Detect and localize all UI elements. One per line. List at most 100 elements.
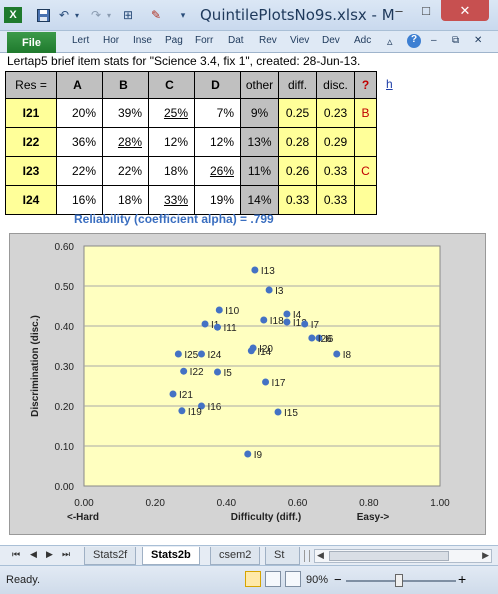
tab-formulas[interactable]: Forr (195, 35, 214, 46)
workbook-close-icon[interactable]: ✕ (474, 35, 483, 46)
option-a-cell[interactable]: 16% (56, 185, 103, 215)
disc-cell[interactable]: 0.33 (316, 156, 355, 186)
sheet-tab-stats2b[interactable]: Stats2b (142, 547, 200, 565)
undo-dropdown-icon[interactable]: ▾ (74, 10, 79, 20)
col-res[interactable]: Res = (5, 71, 57, 99)
brush-icon[interactable]: ✎ (150, 8, 162, 22)
item-cell[interactable]: I24 (5, 185, 57, 215)
zoom-out-icon[interactable]: − (334, 572, 342, 587)
option-c-cell[interactable]: 12% (148, 127, 195, 157)
option-a-cell[interactable]: 22% (56, 156, 103, 186)
tab-view[interactable]: Viev (290, 35, 310, 46)
col-diff[interactable]: diff. (278, 71, 317, 99)
option-d-cell[interactable]: 26% (194, 156, 241, 186)
scatter-chart[interactable]: 0.00 0.10 0.20 0.30 0.40 0.50 0.60 0.00 0.20 0.40… (9, 233, 486, 535)
flag-cell[interactable] (354, 127, 377, 157)
help-icon[interactable]: ? (407, 34, 421, 48)
option-c-cell[interactable]: 33% (148, 185, 195, 215)
col-flag[interactable]: ? (354, 71, 377, 99)
item-cell[interactable]: I23 (5, 156, 57, 186)
customize-toolbar-icon[interactable]: ▾ (180, 9, 186, 20)
tab-home[interactable]: Hor (103, 35, 120, 46)
option-a-cell[interactable]: 20% (56, 98, 103, 128)
page-break-view-icon[interactable] (285, 571, 301, 587)
other-cell[interactable]: 13% (240, 127, 279, 157)
zoom-level[interactable]: 90% (306, 574, 329, 586)
scroll-left-icon[interactable]: ◀ (317, 550, 324, 560)
option-b-cell[interactable]: 39% (102, 98, 149, 128)
flag-cell[interactable] (354, 185, 377, 215)
scrollbar-thumb[interactable] (329, 551, 449, 561)
tab-split-handle[interactable] (304, 550, 310, 562)
workbook-restore-icon[interactable]: ⧉ (452, 35, 460, 46)
last-sheet-icon[interactable]: ⏭ (62, 549, 71, 559)
option-c-cell[interactable]: 18% (148, 156, 195, 186)
scroll-right-icon[interactable]: ▶ (482, 550, 489, 560)
point-label: I21 (179, 390, 193, 401)
prev-sheet-icon[interactable]: ◀ (30, 549, 37, 559)
col-b[interactable]: B (102, 71, 149, 99)
tab-addins[interactable]: Adc (354, 35, 372, 46)
first-sheet-icon[interactable]: ⏮ (12, 549, 21, 559)
maximize-button[interactable]: □ (422, 3, 430, 18)
tab-developer[interactable]: Dev (322, 35, 340, 46)
col-d[interactable]: D (194, 71, 241, 99)
option-d-cell[interactable]: 7% (194, 98, 241, 128)
sheet-tab-stats2f[interactable]: Stats2f (84, 547, 137, 565)
item-cell[interactable]: I22 (5, 127, 57, 157)
file-tab[interactable]: File (7, 32, 56, 53)
normal-view-icon[interactable] (245, 571, 261, 587)
col-disc[interactable]: disc. (316, 71, 355, 99)
workbook-minimize-icon[interactable]: – (431, 35, 437, 46)
col-a[interactable]: A (56, 71, 103, 99)
option-b-cell[interactable]: 28% (102, 127, 149, 157)
save-icon[interactable] (36, 7, 50, 23)
flag-cell[interactable]: B (354, 98, 377, 128)
disc-cell[interactable]: 0.23 (316, 98, 355, 128)
option-c-cell[interactable]: 25% (148, 98, 195, 128)
diff-cell[interactable]: 0.26 (278, 156, 317, 186)
diff-cell[interactable]: 0.25 (278, 98, 317, 128)
worksheet[interactable]: Lertap5 brief item stats for "Science 3.… (0, 53, 498, 545)
close-button[interactable]: ✕ (441, 0, 489, 21)
undo-icon[interactable]: ↶ (58, 8, 70, 22)
option-d-cell[interactable]: 19% (194, 185, 241, 215)
page-layout-view-icon[interactable] (265, 571, 281, 587)
hyperlink-cell[interactable]: h (386, 77, 393, 91)
data-point (178, 407, 186, 415)
option-b-cell[interactable]: 22% (102, 156, 149, 186)
diff-cell[interactable]: 0.33 (278, 185, 317, 215)
other-cell[interactable]: 11% (240, 156, 279, 186)
col-c[interactable]: C (148, 71, 195, 99)
item-cell[interactable]: I21 (5, 98, 57, 128)
other-cell[interactable]: 14% (240, 185, 279, 215)
data-point (283, 318, 291, 326)
option-b-cell[interactable]: 18% (102, 185, 149, 215)
tab-review[interactable]: Rev (259, 35, 277, 46)
point-label: I18 (270, 316, 284, 327)
horizontal-scrollbar[interactable]: ◀ ▶ (314, 549, 492, 563)
sheet-tab-csem2[interactable]: csem2 (210, 547, 261, 565)
excel-logo-icon[interactable]: X (4, 7, 22, 23)
form-icon[interactable]: ⊞ (122, 8, 134, 22)
disc-cell[interactable]: 0.33 (316, 185, 355, 215)
zoom-in-icon[interactable]: + (458, 571, 467, 587)
tab-insert[interactable]: Inse (133, 35, 152, 46)
option-a-cell[interactable]: 36% (56, 127, 103, 157)
flag-cell[interactable]: C (354, 156, 377, 186)
zoom-slider-thumb[interactable] (395, 574, 403, 587)
redo-icon[interactable]: ↷ (90, 8, 102, 22)
minimize-button[interactable]: – (395, 3, 403, 18)
tab-data[interactable]: Dat (228, 35, 244, 46)
next-sheet-icon[interactable]: ▶ (46, 549, 53, 559)
collapse-ribbon-icon[interactable]: ▵ (387, 36, 393, 48)
disc-cell[interactable]: 0.29 (316, 127, 355, 157)
col-other[interactable]: other (240, 71, 279, 99)
sheet-tab-st[interactable]: St (265, 547, 300, 565)
tab-lertap[interactable]: Lert (72, 35, 90, 46)
tab-page-layout[interactable]: Pag (165, 35, 183, 46)
diff-cell[interactable]: 0.28 (278, 127, 317, 157)
other-cell[interactable]: 9% (240, 98, 279, 128)
option-d-cell[interactable]: 12% (194, 127, 241, 157)
data-point (174, 350, 182, 358)
